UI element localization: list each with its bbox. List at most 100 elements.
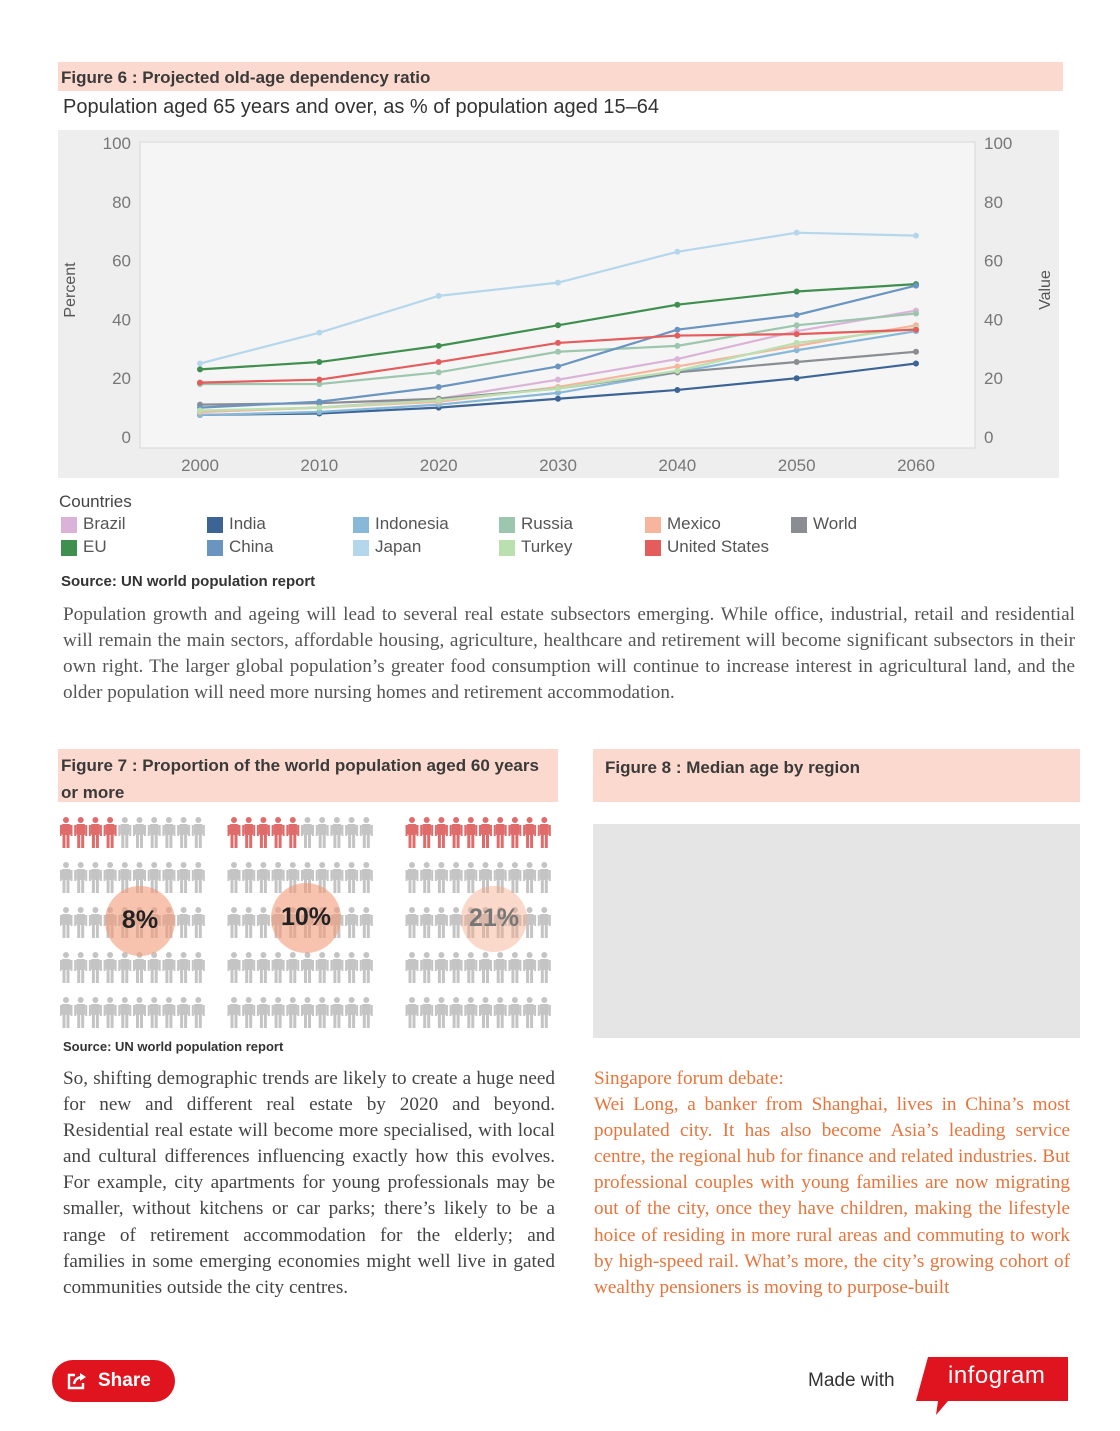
data-point-eu[interactable] — [316, 359, 323, 366]
data-point-japan[interactable] — [793, 229, 800, 236]
y-tick-label-left: 40 — [112, 310, 131, 329]
person-icon — [330, 997, 344, 1028]
data-point-eu[interactable] — [555, 322, 561, 329]
legend-label: World — [813, 514, 858, 533]
figure-6-subtitle: Population aged 65 years and over, as % … — [63, 96, 660, 118]
data-point-indonesia[interactable] — [555, 389, 561, 396]
data-point-russia[interactable] — [435, 369, 442, 376]
x-tick-label: 2050 — [778, 456, 816, 475]
data-point-china[interactable] — [555, 363, 561, 370]
data-point-china[interactable] — [913, 282, 919, 289]
data-point-india[interactable] — [913, 360, 919, 367]
data-point-china[interactable] — [435, 384, 442, 391]
legend-item[interactable]: India — [205, 514, 266, 534]
data-point-eu[interactable] — [197, 366, 203, 373]
data-point-united-states[interactable] — [555, 339, 561, 346]
legend-item[interactable]: EU — [59, 537, 107, 557]
y-tick-label-right: 60 — [984, 252, 1003, 271]
data-point-russia[interactable] — [674, 342, 681, 349]
data-point-united-states[interactable] — [913, 326, 919, 333]
legend-item[interactable]: China — [205, 537, 273, 557]
person-icon — [162, 817, 176, 848]
data-point-united-states[interactable] — [793, 331, 800, 338]
data-point-china[interactable] — [316, 398, 323, 405]
person-icon — [191, 817, 205, 848]
person-icon — [227, 952, 241, 983]
y-tick-label-right: 40 — [984, 310, 1003, 329]
person-icon-highlighted — [508, 817, 522, 848]
data-point-india[interactable] — [793, 375, 800, 382]
data-point-brazil[interactable] — [555, 376, 561, 383]
data-point-russia[interactable] — [316, 381, 323, 388]
data-point-turkey[interactable] — [674, 367, 681, 374]
share-button[interactable]: Share — [52, 1360, 175, 1402]
person-icon — [493, 997, 507, 1028]
data-point-united-states[interactable] — [316, 376, 323, 383]
data-point-japan[interactable] — [674, 248, 681, 255]
person-icon-highlighted — [271, 817, 285, 848]
person-icon — [103, 997, 117, 1028]
infogram-logo[interactable] — [906, 1353, 1076, 1419]
person-icon — [88, 952, 102, 983]
series-russia — [197, 310, 919, 388]
legend-item[interactable]: Japan — [351, 537, 421, 557]
person-icon — [191, 907, 205, 938]
data-point-china[interactable] — [793, 311, 800, 318]
data-point-russia[interactable] — [913, 310, 919, 317]
data-point-turkey[interactable] — [435, 397, 442, 404]
legend-item[interactable]: Brazil — [59, 514, 126, 534]
data-point-turkey[interactable] — [555, 385, 561, 392]
data-point-eu[interactable] — [435, 342, 442, 349]
person-icon — [242, 952, 256, 983]
person-icon — [420, 997, 434, 1028]
person-icon — [330, 817, 344, 848]
data-point-united-states[interactable] — [435, 359, 442, 366]
forum-debate-body: Wei Long, a banker from Shanghai, lives … — [594, 1094, 1070, 1298]
data-point-japan[interactable] — [197, 360, 203, 367]
legend-item[interactable]: Russia — [497, 514, 573, 534]
data-point-mexico[interactable] — [674, 363, 681, 370]
data-point-turkey[interactable] — [197, 407, 203, 414]
person-icon — [118, 952, 132, 983]
person-icon — [177, 997, 191, 1028]
legend-item[interactable]: Mexico — [643, 514, 721, 534]
data-point-united-states[interactable] — [674, 332, 681, 339]
person-icon-highlighted — [493, 817, 507, 848]
data-point-china[interactable] — [674, 326, 681, 333]
data-point-japan[interactable] — [316, 329, 323, 336]
person-icon — [449, 862, 463, 893]
data-point-russia[interactable] — [793, 322, 800, 329]
data-point-indonesia[interactable] — [316, 409, 323, 416]
data-point-united-states[interactable] — [197, 379, 203, 386]
x-tick-label: 2000 — [181, 456, 219, 475]
data-point-eu[interactable] — [674, 301, 681, 308]
person-icon — [301, 952, 314, 983]
share-label: Share — [98, 1370, 151, 1391]
person-icon — [464, 952, 478, 983]
data-point-brazil[interactable] — [674, 356, 681, 363]
data-point-india[interactable] — [555, 395, 561, 402]
legend-item[interactable]: Turkey — [497, 537, 572, 557]
data-point-india[interactable] — [674, 386, 681, 393]
data-point-world[interactable] — [793, 359, 800, 366]
person-icon-highlighted — [74, 817, 88, 848]
figure-6-source: Source: UN world population report — [61, 573, 316, 590]
data-point-japan[interactable] — [913, 232, 919, 239]
legend-item[interactable]: World — [789, 514, 857, 534]
data-point-turkey[interactable] — [316, 404, 323, 411]
data-point-japan[interactable] — [435, 292, 442, 299]
person-icon — [191, 997, 205, 1028]
data-point-eu[interactable] — [793, 288, 800, 295]
data-point-japan[interactable] — [555, 279, 561, 286]
person-icon — [256, 952, 270, 983]
data-point-turkey[interactable] — [793, 339, 800, 346]
x-tick-label: 2040 — [658, 456, 696, 475]
person-icon — [133, 817, 146, 848]
data-point-world[interactable] — [913, 348, 919, 355]
legend-item[interactable]: United States — [643, 537, 769, 557]
data-point-indonesia[interactable] — [793, 347, 800, 354]
person-icon-highlighted — [434, 817, 448, 848]
data-point-russia[interactable] — [555, 348, 561, 355]
legend-item[interactable]: Indonesia — [351, 514, 449, 534]
person-icon — [359, 817, 373, 848]
